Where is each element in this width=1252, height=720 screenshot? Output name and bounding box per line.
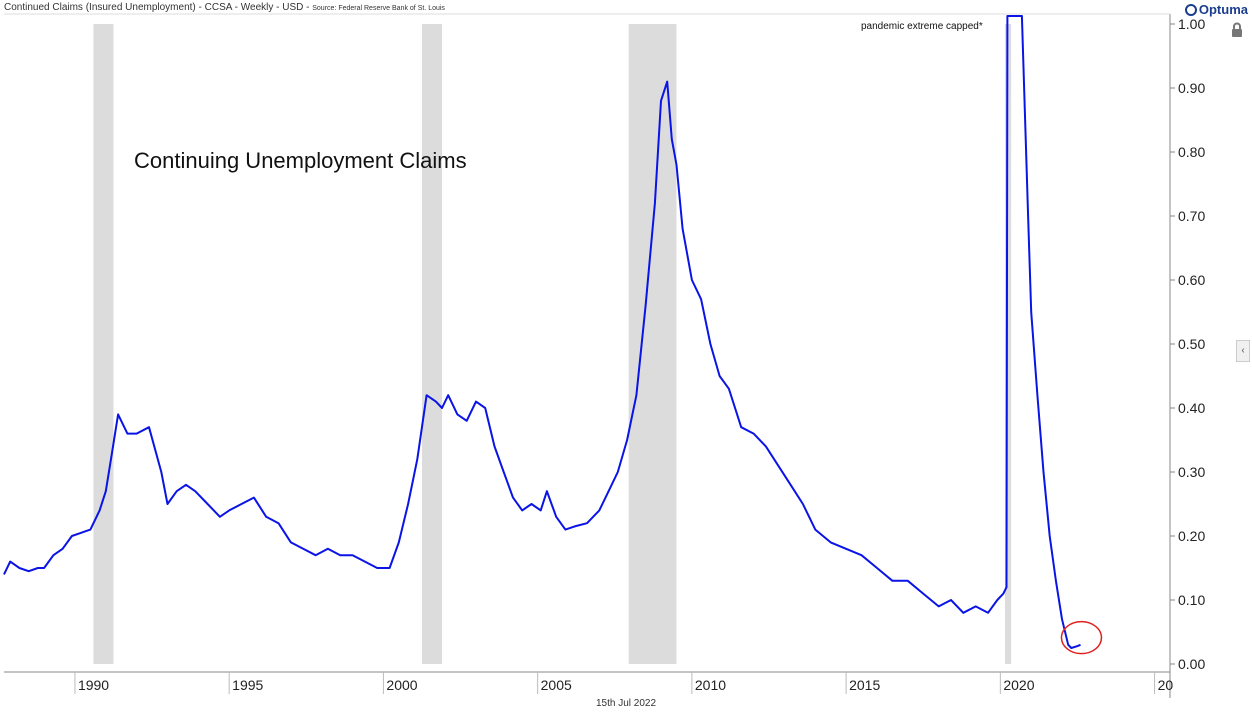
recession-band-3 (1004, 24, 1012, 664)
y-tick-label: 0.00 (1178, 656, 1205, 672)
x-tick-label: 2015 (849, 677, 880, 693)
x-tick-label: 2000 (386, 677, 417, 693)
y-tick-label: 0.20 (1178, 528, 1205, 544)
x-axis-ticks: 1990 1995 2000 2005 2010 2015 2020 20 (74, 672, 1174, 694)
brand-logo: Optuma (1184, 2, 1248, 17)
y-tick-label: 1.00 (1178, 16, 1205, 32)
panel-collapse-button[interactable]: ‹ (1236, 340, 1250, 362)
x-tick-label: 2010 (695, 677, 726, 693)
x-tick-label: 20 (1158, 677, 1174, 693)
y-tick-label: 0.90 (1178, 80, 1205, 96)
recession-band-2 (628, 24, 677, 664)
recession-band-0 (93, 24, 114, 664)
optuma-logo-icon (1184, 3, 1197, 16)
y-tick-label: 0.10 (1178, 592, 1205, 608)
x-tick-label: 2020 (1003, 677, 1034, 693)
brand-name: Optuma (1198, 2, 1248, 17)
y-tick-label: 0.40 (1178, 400, 1205, 416)
series-line-ccsa (3, 15, 1081, 649)
footer-date: 15th Jul 2022 (595, 698, 657, 709)
annotation-main: Continuing Unemployment Claims (134, 148, 467, 173)
y-tick-label: 0.80 (1178, 144, 1205, 160)
chart-source: Source: Federal Reserve Bank of St. Loui… (312, 5, 445, 12)
y-tick-label: 0.70 (1178, 208, 1205, 224)
chart-title-text: Continued Claims (Insured Unemployment) … (4, 2, 310, 13)
lock-icon[interactable] (1230, 22, 1244, 38)
y-tick-label: 0.60 (1178, 272, 1205, 288)
y-tick-label: 0.50 (1178, 336, 1205, 352)
recession-bands (93, 24, 1012, 664)
highlight-circle (1060, 620, 1103, 655)
chart-title: Continued Claims (Insured Unemployment) … (4, 2, 445, 13)
x-tick-label: 1990 (78, 677, 109, 693)
recession-band-1 (421, 24, 443, 664)
line-chart: 0.00 0.10 0.20 0.30 0.40 0.50 0.60 0.70 0.80 0.90… (3, 13, 1205, 698)
x-tick-label: 2005 (541, 677, 572, 693)
x-tick-label: 1995 (232, 677, 263, 693)
y-axis-ticks: 0.00 0.10 0.20 0.30 0.40 0.50 0.60 0.70 0.80 0.90… (1170, 16, 1205, 672)
y-tick-label: 0.30 (1178, 464, 1205, 480)
annotation-cap: pandemic extreme capped* (861, 21, 983, 32)
